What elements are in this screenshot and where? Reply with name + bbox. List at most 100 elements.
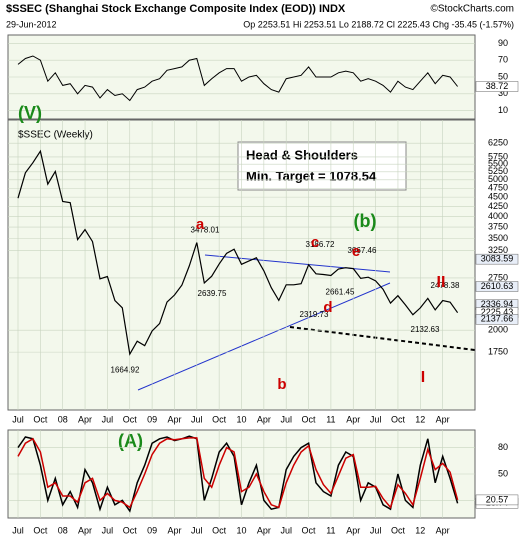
callout-box	[237, 141, 407, 191]
level-label: 3478.01	[191, 226, 220, 235]
price-label: $SSEC (Weekly)	[18, 130, 93, 141]
wave-label: (V)	[18, 103, 42, 123]
value-box	[475, 281, 519, 292]
neckline	[289, 326, 476, 351]
data-line	[17, 55, 458, 102]
x-tick-label: Jul	[12, 525, 24, 535]
y-tick-label: 70	[498, 55, 508, 65]
y-tick-label: 6250	[488, 138, 508, 148]
x-tick-label: Apr	[167, 525, 181, 535]
chart-title: $SSEC (Shanghai Stock Exchange Composite…	[6, 3, 346, 15]
callout-text: Head & Shoulders	[246, 147, 358, 162]
y-tick-label: 3250	[488, 245, 508, 255]
x-tick-label: 10	[236, 525, 246, 535]
x-tick-label: Jul	[191, 414, 203, 424]
level-label: 2661.45	[326, 287, 355, 296]
wave-label: d	[323, 299, 332, 316]
level-label: 2639.75	[198, 289, 227, 298]
x-tick-label: Oct	[123, 414, 138, 424]
y-tick-label: 50	[498, 71, 508, 81]
value-label: 38.72	[486, 81, 509, 91]
x-tick-label: 11	[326, 525, 335, 535]
wave-label: a	[196, 216, 205, 233]
x-tick-label: Oct	[391, 525, 406, 535]
wave-label: c	[311, 234, 319, 251]
y-tick-label: 4000	[488, 211, 508, 221]
x-tick-label: 11	[326, 414, 335, 424]
value-label: 2225.43	[481, 307, 514, 317]
x-tick-label: Oct	[123, 525, 138, 535]
y-tick-label: 5250	[488, 166, 508, 176]
value-label: 20.57	[486, 494, 509, 504]
value-box	[475, 253, 519, 265]
date: 29-Jun-2012	[6, 19, 57, 29]
x-tick-label: Oct	[33, 525, 48, 535]
value-label: 2610.63	[481, 281, 514, 291]
y-tick-label: 2000	[488, 325, 508, 335]
y-tick-label: 3500	[488, 233, 508, 243]
x-tick-label: Oct	[391, 414, 406, 424]
value-label: 2336.94	[481, 299, 514, 309]
level-label: 3186.72	[306, 240, 335, 249]
y-tick-label: 10	[498, 105, 508, 115]
trend-line	[204, 254, 391, 273]
x-tick-label: Jul	[191, 525, 203, 535]
y-tick-label: 4250	[488, 201, 508, 211]
level-label: 2478.38	[431, 281, 460, 290]
y-tick-label: 1750	[488, 347, 508, 357]
wave-label: (A)	[118, 431, 143, 451]
x-tick-label: Oct	[302, 525, 317, 535]
callout-text: Min. Target = 1078.54	[246, 168, 377, 183]
level-label: 1664.92	[111, 365, 140, 374]
x-tick-label: Apr	[346, 414, 360, 424]
value-label: 3083.59	[481, 254, 514, 264]
x-tick-label: Jul	[12, 414, 24, 424]
x-tick-label: 08	[58, 525, 68, 535]
data-line	[17, 149, 459, 356]
x-tick-label: 12	[415, 525, 425, 535]
stats: Op 2253.51 Hi 2253.51 Lo 2188.72 Cl 2225…	[243, 19, 514, 29]
level-label: 3067.46	[348, 246, 377, 255]
y-tick-label: 30	[498, 88, 508, 98]
x-tick-label: 09	[147, 525, 157, 535]
y-tick-label: 4750	[488, 183, 508, 193]
wave-label: II	[437, 274, 446, 291]
wave-label: (b)	[354, 211, 377, 231]
y-tick-label: 4500	[488, 192, 508, 202]
x-tick-label: Apr	[346, 525, 360, 535]
x-tick-label: Oct	[212, 414, 227, 424]
x-tick-label: Apr	[257, 525, 271, 535]
y-tick-label: 50	[498, 468, 508, 478]
y-tick-label: 90	[498, 38, 508, 48]
data-line	[17, 435, 459, 513]
level-label: 2319.73	[300, 310, 329, 319]
x-tick-label: Jul	[370, 414, 382, 424]
y-tick-label: 2750	[488, 272, 508, 282]
x-tick-label: Jul	[102, 414, 114, 424]
x-tick-label: Oct	[212, 525, 227, 535]
value-box	[475, 314, 519, 325]
x-tick-label: 08	[58, 414, 68, 424]
level-label: 2132.63	[411, 325, 440, 334]
y-tick-label: 3750	[488, 221, 508, 231]
x-tick-label: Jul	[370, 525, 382, 535]
wave-label: I	[421, 369, 425, 386]
x-tick-label: Apr	[78, 525, 92, 535]
y-tick-label: 5750	[488, 151, 508, 161]
y-tick-label: 5000	[488, 174, 508, 184]
x-tick-label: 12	[415, 414, 425, 424]
value-box	[475, 81, 519, 92]
x-tick-label: Apr	[167, 414, 181, 424]
x-tick-label: Jul	[280, 414, 292, 424]
x-tick-label: Jul	[102, 525, 114, 535]
x-tick-label: 10	[236, 414, 246, 424]
wave-label: e	[352, 243, 360, 260]
x-tick-label: Apr	[78, 414, 92, 424]
x-tick-label: Oct	[33, 414, 48, 424]
y-tick-label: 5500	[488, 159, 508, 169]
credit: ©StockCharts.com	[430, 4, 514, 15]
x-tick-label: Jul	[280, 525, 292, 535]
data-line	[17, 437, 459, 509]
x-tick-label: Oct	[302, 414, 317, 424]
